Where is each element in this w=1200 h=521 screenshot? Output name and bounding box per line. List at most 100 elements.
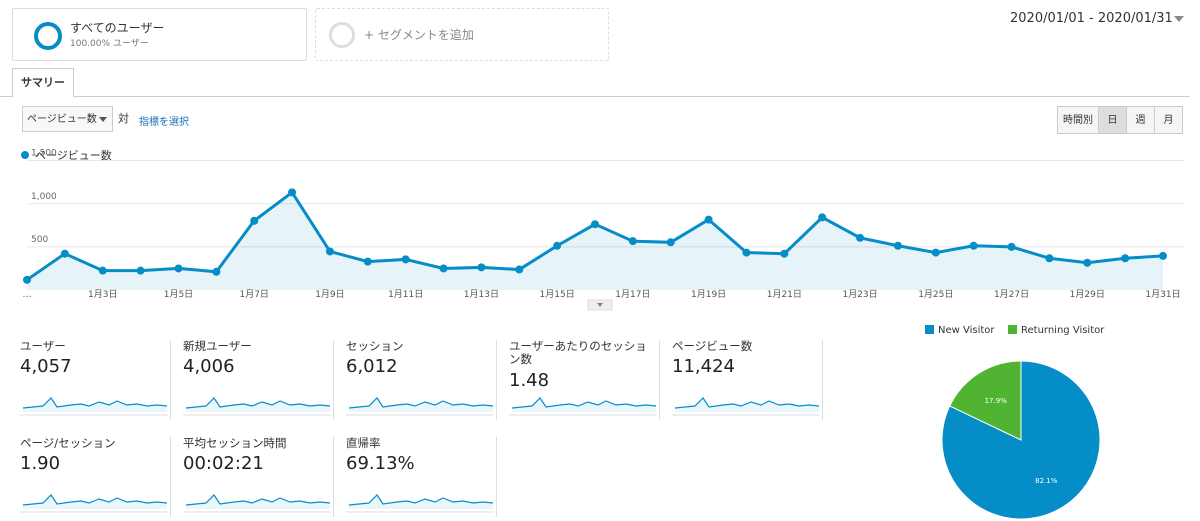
y-tick-label: 1,000 (31, 192, 57, 202)
point (704, 215, 713, 224)
point (363, 257, 372, 266)
add-segment-label: + セグメントを追加 (364, 28, 474, 42)
metric-label: ユーザーあたりのセッション数 (509, 339, 647, 366)
collapse-arrow (597, 303, 603, 307)
metric-card[interactable]: ページ/セッション 1.90 (20, 437, 171, 517)
metric-label: セッション (346, 339, 404, 353)
legend-label: Returning Visitor (1021, 325, 1105, 336)
line (26, 190, 1164, 282)
granularity-button[interactable]: 時間別 (1057, 106, 1099, 134)
metric-card[interactable]: 直帰率 69.13% (346, 437, 497, 517)
point (742, 248, 751, 257)
x-tick-label: 1月3日 (88, 289, 117, 300)
point (401, 255, 410, 264)
pie-slice (941, 360, 1101, 520)
metric-value: 4,006 (183, 356, 235, 377)
point (136, 266, 145, 275)
granularity-button[interactable]: 日 (1098, 106, 1127, 134)
metric-card[interactable]: ユーザーあたりのセッション数 1.48 (509, 340, 660, 420)
pie-value-label: 17.9% (985, 397, 1008, 405)
point (439, 264, 448, 273)
dropdown-arrow (99, 117, 107, 122)
metric-label: 平均セッション時間 (183, 436, 287, 450)
metric-card[interactable]: ユーザー 4,057 (20, 340, 171, 420)
area (27, 192, 1163, 290)
date-range[interactable]: 2020/01/01 - 2020/01/31 (1010, 11, 1173, 26)
metric-value: 4,057 (20, 356, 72, 377)
point (1007, 242, 1016, 251)
point (23, 275, 31, 284)
metric-label: ページビュー数 (672, 339, 753, 353)
point (969, 241, 978, 250)
metric-value: 69.13% (346, 453, 415, 474)
point (1083, 258, 1092, 267)
x-tick-label: 1月27日 (994, 289, 1029, 300)
metric-select-label: ページビュー数 (27, 114, 97, 125)
x-tick-label: 1月23日 (842, 289, 877, 300)
x-tick-label: 1月21日 (767, 289, 802, 300)
x-tick-label: 1月29日 (1070, 289, 1105, 300)
point (780, 249, 789, 258)
point (628, 237, 637, 246)
y-tick-label: 500 (31, 235, 48, 245)
metric-label: ページ/セッション (20, 436, 116, 450)
metric-card[interactable]: ページビュー数 11,424 (672, 340, 823, 420)
legend-marker (1008, 325, 1017, 334)
pie-slice (949, 360, 1022, 441)
metric-value: 00:02:21 (183, 453, 264, 474)
dropdown-arrow (1174, 16, 1184, 22)
x-tick-label: 1月13日 (464, 289, 499, 300)
x-tick-label: 1月25日 (918, 289, 953, 300)
point (250, 216, 259, 225)
x-tick-label: 1月17日 (615, 289, 650, 300)
choose-metric[interactable]: 指標を選択 (139, 117, 189, 128)
tab-line (0, 96, 1190, 97)
legend-marker (925, 325, 934, 334)
metric-label: ユーザー (20, 339, 66, 353)
legend-label: New Visitor (938, 325, 995, 336)
segment[interactable]: すべてのユーザー 100.00% ユーザー (12, 8, 307, 61)
metric-card[interactable]: 新規ユーザー 4,006 (183, 340, 334, 420)
point (591, 220, 599, 229)
x-tick-label: … (23, 290, 32, 300)
metric-value: 11,424 (672, 356, 735, 377)
segment-icon (34, 22, 62, 50)
collapse-toggle (587, 299, 613, 311)
x-tick-label: 1月15日 (540, 289, 575, 300)
point (60, 249, 69, 258)
point (477, 263, 486, 272)
point (818, 213, 827, 222)
metric-label: 新規ユーザー (183, 339, 252, 353)
metric-value: 6,012 (346, 356, 398, 377)
versus: 対 (118, 112, 129, 125)
granularity-button[interactable]: 月 (1154, 106, 1183, 134)
x-tick-label: 1月31日 (1145, 289, 1180, 300)
point (288, 188, 297, 197)
x-tick-label: 1月7日 (239, 289, 268, 300)
tab[interactable]: サマリー (12, 68, 74, 98)
point (1121, 254, 1130, 263)
point (553, 241, 562, 250)
metric-card[interactable]: セッション 6,012 (346, 340, 497, 420)
metric-value: 1.48 (509, 370, 550, 391)
granularity-button[interactable]: 週 (1126, 106, 1155, 134)
point (893, 241, 902, 250)
point (1159, 251, 1167, 260)
x-tick-label: 1月9日 (315, 289, 344, 300)
point (1045, 254, 1054, 263)
legend-label: ページビュー数 (35, 149, 112, 162)
point (325, 247, 334, 256)
pie-value-label: 82.1% (1035, 477, 1058, 485)
add-segment[interactable]: + セグメントを追加 (315, 8, 609, 61)
segment-name: すべてのユーザー (70, 21, 165, 35)
y-tick-label: 1,500 (31, 149, 57, 159)
point (212, 267, 221, 276)
metric-card[interactable]: 平均セッション時間 00:02:21 (183, 437, 334, 517)
point (174, 264, 183, 273)
x-tick-label: 1月19日 (691, 289, 726, 300)
point (931, 248, 940, 257)
point (856, 233, 865, 242)
point (666, 238, 675, 247)
metric-select[interactable]: ページビュー数 (22, 106, 113, 132)
